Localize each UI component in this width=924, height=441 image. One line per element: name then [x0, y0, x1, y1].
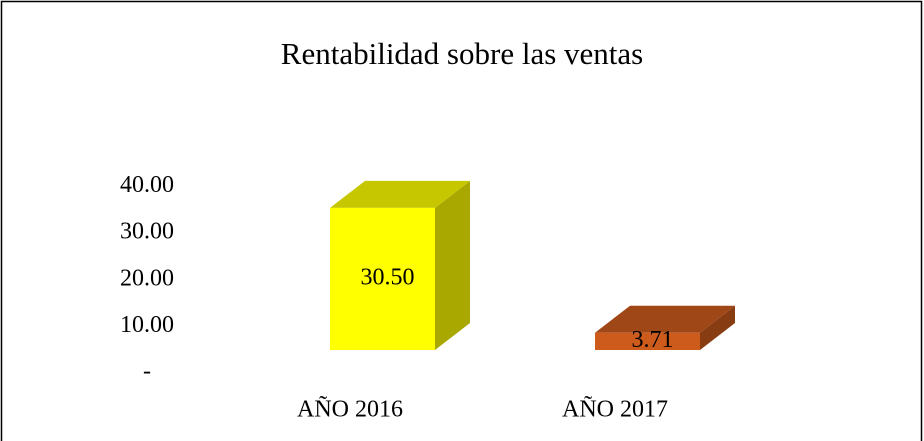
value-label: 30.50 [361, 264, 415, 290]
y-tick-label: - [143, 359, 151, 385]
bar-top [330, 180, 470, 208]
y-tick-label: 10.00 [120, 312, 174, 338]
y-tick-label: 40.00 [120, 172, 174, 198]
bar [330, 180, 470, 350]
bar-side [435, 180, 470, 350]
chart-title: Rentabilidad sobre las ventas [281, 36, 643, 71]
bar-front [595, 332, 700, 350]
y-tick-label: 30.00 [120, 219, 174, 245]
bar-top [595, 305, 735, 333]
x-tick-label: AÑO 2017 [562, 397, 668, 423]
bar-front [330, 207, 435, 350]
bar-side [700, 305, 735, 350]
value-label: 3.71 [632, 327, 674, 353]
x-tick-label: AÑO 2016 [297, 397, 403, 423]
bar [595, 305, 735, 350]
y-tick-label: 20.00 [120, 265, 174, 291]
